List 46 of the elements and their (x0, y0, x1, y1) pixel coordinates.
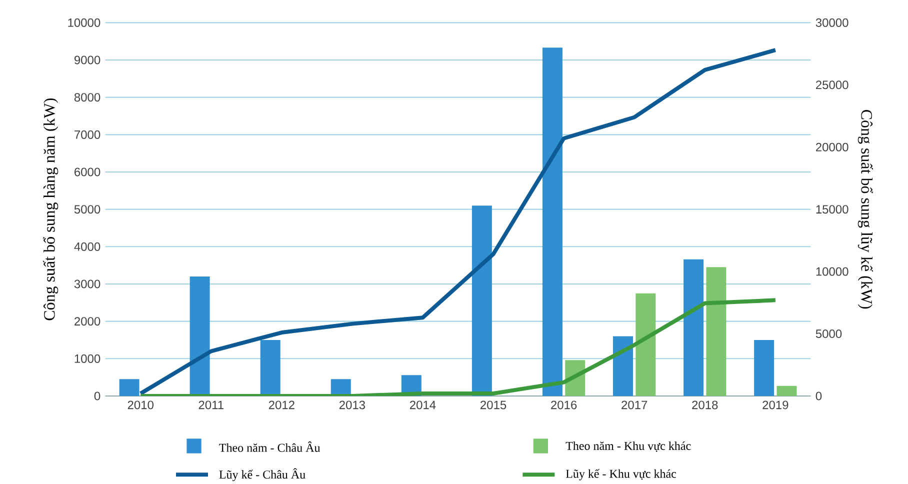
bar (613, 336, 634, 396)
bar (119, 379, 140, 396)
y-tick-label: 7000 (74, 130, 100, 139)
x-tick-label: 2012 (268, 400, 294, 410)
bar (542, 48, 562, 396)
bar (684, 259, 704, 396)
x-tick-label: 2010 (128, 400, 154, 410)
y-tick-label: 3000 (74, 280, 100, 288)
y-tick-label: 0 (94, 392, 100, 400)
y-tick-label: 5000 (74, 205, 100, 214)
y2-tick-label: 20000 (816, 142, 848, 152)
legend-label: Theo năm - Khu vực khác (566, 441, 691, 452)
x-tick-label: 2017 (622, 400, 648, 410)
y-tick-label: 10000 (68, 18, 100, 27)
y-axis-title: Công suất bổ sung hàng năm (kW) (43, 98, 58, 320)
legend-label: Theo năm - Châu Âu (219, 441, 320, 452)
y-tick-label: 4000 (74, 242, 100, 251)
line-series (138, 48, 778, 396)
y-tick-label: 1000 (74, 354, 100, 363)
y2-tick-label: 10000 (816, 267, 848, 276)
bar (636, 293, 656, 396)
x-tick-label: 2016 (551, 400, 577, 410)
legend-label: Lũy kế - Khu vực khác (566, 469, 676, 480)
x-tick-label: 2018 (692, 400, 718, 410)
y2-tick-label: 30000 (816, 18, 848, 27)
x-tick-label: 2011 (198, 400, 224, 410)
bar (776, 386, 797, 396)
y-tick-label: 8000 (74, 93, 100, 102)
bar (706, 267, 726, 396)
legend-label: Lũy kế - Châu Âu (219, 468, 306, 482)
x-tick-label: 2019 (762, 400, 788, 410)
bar (472, 206, 492, 396)
x-tick-label: 2015 (480, 400, 506, 410)
x-tick-label: 2013 (339, 400, 366, 410)
y2-tick-label: 15000 (816, 205, 848, 214)
bar (754, 340, 774, 396)
y2-tick-label: 5000 (816, 330, 842, 338)
y-tick-label: 2000 (74, 317, 100, 326)
y-tick-label: 6000 (74, 168, 100, 176)
bar (190, 276, 210, 396)
y2-tick-label: 0 (816, 392, 822, 400)
y2-tick-label: 25000 (816, 80, 848, 90)
x-tick-label: 2014 (410, 400, 436, 410)
y2-axis-title: Công suất bổ sung lũy kế (kW) (858, 110, 873, 309)
bar (260, 340, 280, 396)
y-tick-label: 9000 (74, 56, 100, 64)
